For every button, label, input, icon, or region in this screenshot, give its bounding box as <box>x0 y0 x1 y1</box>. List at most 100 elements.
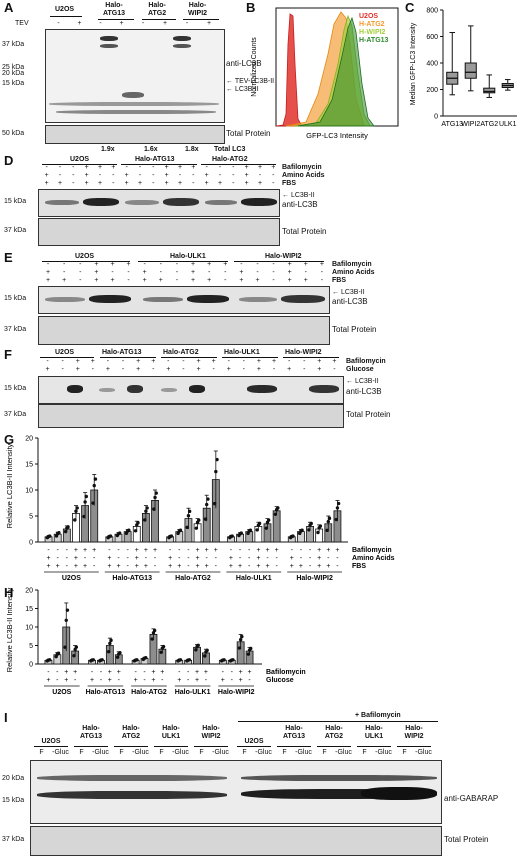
h-ytick-label: 10 <box>25 625 33 632</box>
f-cond-cell: - <box>167 358 170 365</box>
e-underline <box>42 261 130 262</box>
f-cond-cell: + <box>196 358 201 365</box>
d-cond-label: Bafilomycin <box>282 164 322 171</box>
e-cond-cell: - <box>62 261 66 268</box>
d-cond-cell: - <box>72 172 75 179</box>
i-lane-label: -Gluc <box>375 749 392 756</box>
g-data-point <box>248 528 253 532</box>
a-group-atg13: Halo- ATG13 <box>103 2 126 17</box>
f-cond-cell: - <box>303 358 306 365</box>
d-lc3b-ii-text: LC3B-II <box>290 192 315 199</box>
f-cond-cell: - <box>242 358 246 365</box>
e-band <box>187 295 229 303</box>
g-data-point <box>267 518 271 522</box>
e-cond-cell: - <box>175 277 179 284</box>
d-cond-cell: - <box>45 164 48 171</box>
g-group-label: U2OS <box>62 575 81 582</box>
h-cond-cell: + <box>46 677 50 684</box>
g-cond-cell: + <box>83 547 87 554</box>
g-data-point <box>206 497 210 501</box>
g-cond-cell: + <box>107 555 111 562</box>
d-cond-cell: + <box>97 180 103 187</box>
g-cond-cell: - <box>93 555 96 562</box>
h-bar-chart: Relative LC3B-II Intensity 05101520-+--+… <box>5 587 306 696</box>
f-cond-cell: + <box>151 358 156 365</box>
i-lane-label: -Gluc <box>335 749 352 756</box>
h-data-point <box>135 658 139 662</box>
g-cond-cell: - <box>57 547 60 554</box>
e-cond-cell: + <box>191 261 196 268</box>
f-underline <box>222 357 278 358</box>
a-mw-25: 25 kDa <box>2 64 25 71</box>
h-data-point <box>231 658 235 662</box>
e-mw-37: 37 kDa <box>4 326 27 333</box>
e-cond-cell: + <box>142 277 147 284</box>
h-cond-cell: - <box>100 677 103 684</box>
g-data-point <box>93 477 98 481</box>
f-cond-cell: + <box>272 358 277 365</box>
a-total-protein-label: Total Protein <box>226 129 271 138</box>
i-lane-label: F <box>282 749 287 756</box>
e-cond-cell: - <box>256 269 259 276</box>
i-mw-20: 20 kDa <box>2 775 25 782</box>
i-lane-label: -Gluc <box>172 749 189 756</box>
g-data-point <box>300 528 304 532</box>
h-cond-cell: + <box>239 669 243 676</box>
a-tev-row: - + - + - + - + <box>48 20 222 28</box>
d-band <box>205 200 237 205</box>
d-cond-cell: + <box>257 180 263 187</box>
f-cond-cell: - <box>152 366 155 373</box>
e-lc3b-ii-text: LC3B-II <box>340 289 365 296</box>
d-cond-cell: + <box>84 164 89 171</box>
a-ratio: 1.6x <box>144 146 158 153</box>
c-ytick-label: 200 <box>426 87 438 94</box>
f-lc3b-ii: ← LC3B-II <box>346 378 379 385</box>
i-group-label: U2OS <box>244 738 264 745</box>
e-cond-cell: + <box>303 261 308 268</box>
i-group-label: Halo- ULK1 <box>364 725 384 740</box>
h-cond-cell: - <box>100 669 103 676</box>
f-underline <box>100 357 156 358</box>
g-cond-cell: + <box>256 547 260 554</box>
f-cond-cell: + <box>136 366 141 373</box>
d-cond-cell: - <box>125 164 128 171</box>
e-cond-cell: + <box>239 277 244 284</box>
d-cond-cell: - <box>58 164 62 171</box>
i-lane-label: F <box>362 749 367 756</box>
g-cond-cell: + <box>135 563 139 570</box>
g-data-point <box>92 483 96 488</box>
e-cond-cell: - <box>175 261 179 268</box>
h-cond-cell: + <box>160 669 164 676</box>
a-mw-15: 15 kDa <box>2 80 25 87</box>
a-band <box>56 110 216 114</box>
i-group-label: Halo- ATG2 <box>324 725 344 740</box>
a-tev-lc3b-ii-text: TEV-LC3B-II <box>234 78 275 85</box>
d-cond-cell: - <box>192 180 195 187</box>
f-group: Halo-WIPI2 <box>285 349 322 356</box>
i-group-underline <box>74 746 108 747</box>
f-cond-cell: - <box>91 366 95 373</box>
c-category-label: ATG13 <box>441 121 463 128</box>
f-cond-cell: + <box>136 358 141 365</box>
e-cond-cell: - <box>159 261 162 268</box>
g-data-point <box>63 529 68 534</box>
g-data-point <box>83 500 87 504</box>
b-legend-u2os: U2OS <box>359 13 378 20</box>
panel-label-g: G <box>4 432 15 447</box>
g-cond-cell: + <box>107 563 111 570</box>
e-total-protein: Total Protein <box>332 325 377 334</box>
f-cond-cell: + <box>105 366 110 373</box>
f-band <box>189 385 205 393</box>
g-cond-cell: + <box>168 563 172 570</box>
d-underline <box>201 164 276 165</box>
g-cond-cell: - <box>154 563 157 570</box>
d-cond-cell: - <box>232 164 235 171</box>
e-band <box>89 295 131 303</box>
f-underline <box>283 357 339 358</box>
a-band <box>100 44 118 48</box>
f-cond-cell: + <box>211 358 216 365</box>
a-lc3b-blot <box>45 29 225 123</box>
i-lane-label: -Gluc <box>255 749 272 756</box>
g-cond-cell: - <box>239 555 242 562</box>
d-underline <box>42 164 117 165</box>
